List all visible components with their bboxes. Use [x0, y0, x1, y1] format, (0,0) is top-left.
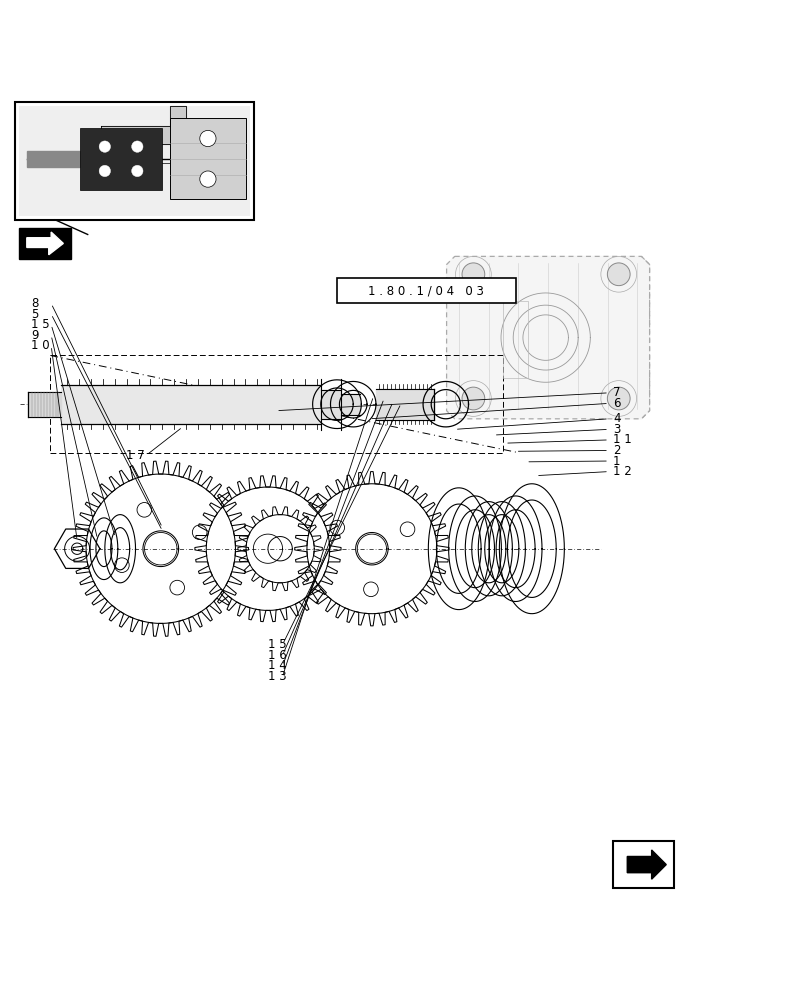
Bar: [15, 102, 254, 220]
Text: 2: 2: [612, 444, 620, 457]
Circle shape: [461, 263, 484, 286]
Bar: [612, 841, 673, 888]
Circle shape: [607, 387, 629, 410]
Text: 1 7: 1 7: [126, 449, 144, 462]
Polygon shape: [320, 390, 341, 419]
Text: 1 2: 1 2: [612, 465, 631, 478]
Text: 1 3: 1 3: [268, 670, 286, 683]
Circle shape: [607, 263, 629, 286]
Polygon shape: [101, 106, 186, 144]
Circle shape: [461, 387, 484, 410]
Text: 1 4: 1 4: [268, 659, 286, 672]
Text: 6: 6: [612, 397, 620, 410]
Text: 1 . 8 0 . 1 / 0 4   0 3: 1 . 8 0 . 1 / 0 4 0 3: [368, 284, 483, 297]
Text: 1 5: 1 5: [268, 638, 286, 651]
Polygon shape: [341, 394, 359, 415]
Bar: [80, 128, 161, 190]
Polygon shape: [446, 256, 649, 419]
Text: 7: 7: [612, 386, 620, 399]
Polygon shape: [27, 232, 63, 255]
Polygon shape: [28, 392, 61, 417]
Circle shape: [200, 130, 216, 147]
Circle shape: [99, 165, 110, 177]
Circle shape: [131, 141, 143, 152]
Text: 3: 3: [612, 423, 620, 436]
Polygon shape: [375, 389, 434, 420]
Bar: [503, 301, 527, 378]
Circle shape: [200, 171, 216, 187]
Text: 5: 5: [31, 308, 38, 321]
Bar: [169, 118, 246, 199]
Text: 1 0: 1 0: [31, 339, 49, 352]
Circle shape: [99, 141, 110, 152]
Polygon shape: [27, 151, 80, 167]
Circle shape: [131, 165, 143, 177]
Text: 1 5: 1 5: [31, 318, 49, 331]
Text: 1 1: 1 1: [612, 433, 631, 446]
Polygon shape: [626, 850, 665, 879]
Text: 1 6: 1 6: [268, 649, 286, 662]
Text: 1: 1: [612, 455, 620, 468]
Polygon shape: [61, 385, 320, 424]
Text: 8: 8: [31, 297, 38, 310]
Text: 9: 9: [31, 329, 38, 342]
Bar: [19, 228, 71, 259]
Text: 4: 4: [612, 412, 620, 425]
Bar: [337, 278, 515, 303]
Bar: [19, 106, 250, 216]
